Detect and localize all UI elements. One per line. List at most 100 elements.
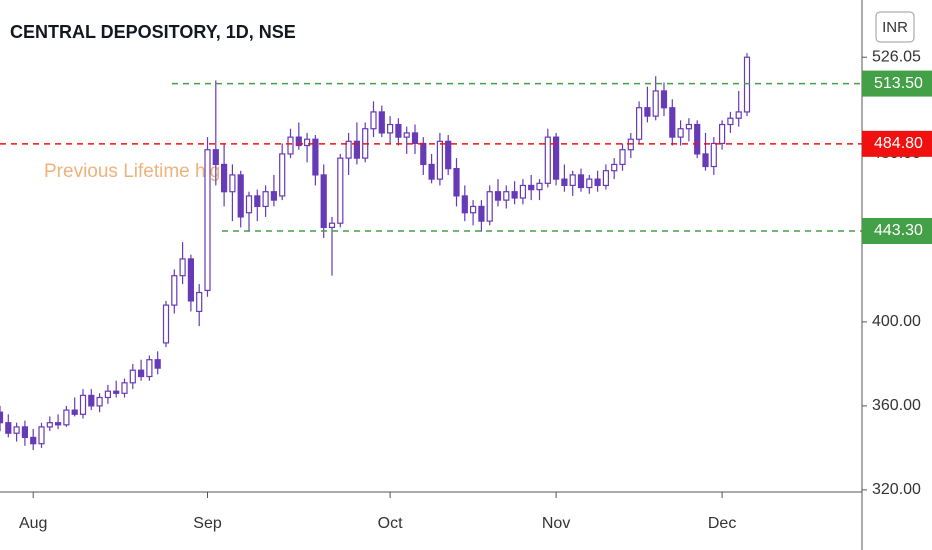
candle-body: [254, 195, 261, 208]
candle-body: [295, 136, 302, 147]
candle-body: [445, 140, 452, 170]
candle-body: [403, 132, 410, 138]
candle-body: [544, 136, 551, 184]
candle-body: [387, 123, 394, 134]
level-box: [862, 130, 932, 157]
candle-body: [694, 123, 701, 155]
candle-body: [221, 163, 228, 193]
candle-body: [187, 258, 194, 302]
y-tick-label: 320.00: [872, 481, 921, 498]
candle-body: [470, 205, 477, 214]
candle-body: [179, 258, 186, 277]
candle-body: [245, 195, 253, 214]
candle-body: [727, 117, 734, 126]
candle-body: [519, 184, 527, 199]
x-tick-label: Oct: [378, 515, 403, 532]
x-tick-label: Dec: [708, 515, 736, 532]
candle-body: [154, 359, 161, 369]
candle-body: [395, 123, 402, 138]
candle-body: [229, 174, 236, 193]
candle-body: [561, 178, 568, 187]
candle-body: [304, 138, 311, 147]
candle-body: [644, 107, 651, 117]
candle-body: [652, 90, 659, 117]
candle-body: [312, 138, 319, 176]
candle-body: [611, 163, 618, 172]
candle-body: [88, 394, 95, 407]
y-tick-label: 400.00: [872, 313, 921, 330]
candle-body: [735, 111, 742, 119]
candle-body: [146, 359, 153, 378]
candle-body: [196, 291, 203, 313]
candle-body: [71, 409, 78, 415]
candle-body: [46, 422, 53, 428]
candle-body: [436, 140, 443, 180]
candle-body: [104, 390, 112, 399]
candle-body: [54, 422, 62, 426]
candle-body: [138, 369, 145, 378]
candle-body: [96, 396, 103, 407]
chart-title: CENTRAL DEPOSITORY, 1D, NSE: [10, 22, 296, 42]
candle-body: [30, 436, 37, 445]
candle-body: [569, 174, 576, 187]
candle-body: [129, 369, 136, 384]
candle-body: [586, 178, 593, 189]
candle-body: [718, 123, 726, 145]
plot-area: Previous Lifetime hig: [0, 53, 862, 451]
candle-body: [702, 153, 709, 168]
x-tick-label: Nov: [542, 515, 570, 532]
candle-body: [0, 411, 4, 424]
candle-body: [685, 123, 693, 130]
candle-body: [536, 182, 543, 191]
candle-body: [420, 142, 427, 166]
candle-body: [38, 426, 45, 445]
candle-body: [453, 168, 460, 197]
candle-body: [710, 142, 717, 168]
currency-box[interactable]: [875, 11, 915, 43]
candle-body: [162, 304, 170, 344]
candle-body: [204, 149, 211, 292]
candle-body: [669, 107, 676, 138]
candle-body: [635, 107, 643, 140]
candle-body: [320, 174, 327, 229]
candle-body: [461, 195, 468, 214]
level-box: [862, 70, 932, 97]
candle-body: [171, 275, 178, 306]
candle-body: [121, 382, 128, 394]
candle-body: [113, 390, 120, 394]
candle-body: [262, 191, 269, 208]
candle-body: [552, 136, 560, 180]
candle-body: [503, 191, 510, 201]
candle-body: [370, 111, 377, 130]
last-price-label: 526.05: [872, 48, 921, 65]
candle-body: [279, 153, 286, 197]
currency-label[interactable]: INR: [882, 19, 908, 36]
annotation: Previous Lifetime hig: [44, 161, 220, 182]
price-axis: 320.00360.00400.00480.00513.50484.80443.…: [862, 48, 932, 498]
level-label: 513.50: [874, 75, 923, 92]
candle-body: [5, 422, 12, 434]
candle-body: [411, 132, 419, 145]
candle-body: [212, 149, 219, 166]
candle-body: [287, 136, 294, 155]
x-tick-label: Aug: [19, 515, 47, 532]
candle-body: [594, 178, 601, 187]
candle-body: [478, 205, 485, 222]
candle-body: [602, 170, 610, 187]
candle-body: [13, 426, 20, 434]
candle-body: [528, 184, 535, 191]
candle-body: [63, 409, 70, 426]
candle-body: [511, 191, 518, 199]
candle-body: [660, 90, 668, 109]
level-label: 443.30: [874, 222, 923, 239]
y-tick-label: 360.00: [872, 397, 921, 414]
candle-body: [21, 426, 28, 439]
candle-body: [79, 394, 87, 415]
candle-body: [428, 163, 435, 180]
candle-body: [619, 149, 626, 166]
candle-body: [345, 140, 352, 159]
candle-body: [486, 191, 493, 222]
x-tick-label: Sep: [193, 515, 222, 532]
